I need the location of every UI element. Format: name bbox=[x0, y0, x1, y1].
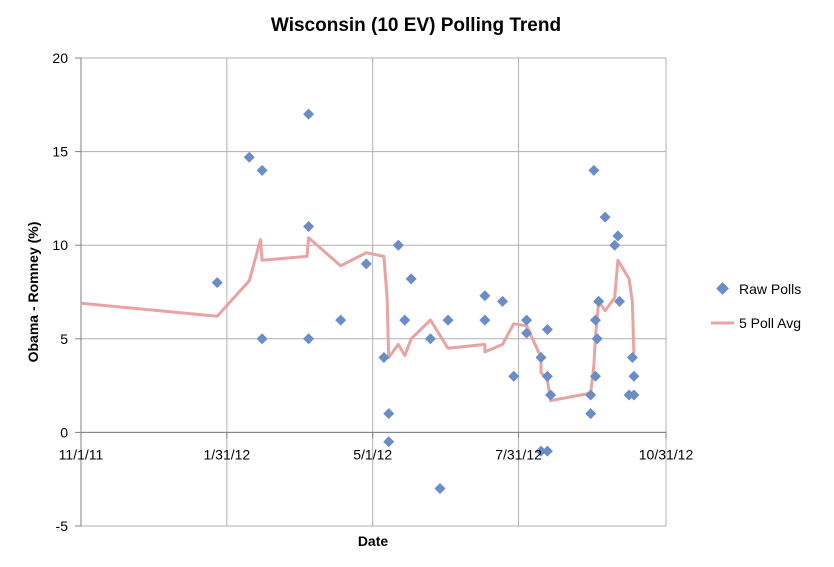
raw-poll-point bbox=[541, 445, 553, 457]
y-tick-label: 0 bbox=[60, 424, 68, 440]
raw-poll-point bbox=[612, 230, 624, 242]
raw-poll-point bbox=[614, 295, 626, 307]
raw-poll-point bbox=[591, 333, 603, 345]
x-tick-label: 7/31/12 bbox=[495, 446, 542, 462]
raw-poll-point bbox=[626, 352, 638, 364]
x-tick-label: 5/1/12 bbox=[353, 446, 392, 462]
raw-poll-point bbox=[585, 408, 597, 420]
raw-poll-point bbox=[628, 389, 640, 401]
raw-poll-point bbox=[303, 220, 315, 232]
axes bbox=[75, 57, 667, 527]
raw-poll-point bbox=[521, 314, 533, 326]
x-tick-label: 1/31/12 bbox=[203, 446, 250, 462]
raw-poll-point bbox=[442, 314, 454, 326]
tick-labels: -5 0 5 10 15 20 11/1/11 1/31/12 5/1/12 7/31/12 10/… bbox=[52, 50, 693, 534]
raw-poll-point bbox=[256, 164, 268, 176]
raw-poll-point bbox=[383, 408, 395, 420]
raw-poll-point bbox=[609, 239, 621, 251]
raw-poll-point bbox=[521, 327, 533, 339]
y-tick-label: 10 bbox=[52, 237, 68, 253]
raw-poll-point bbox=[383, 436, 395, 448]
raw-poll-point bbox=[535, 352, 547, 364]
raw-poll-point bbox=[424, 333, 436, 345]
raw-poll-point bbox=[211, 277, 223, 289]
raw-poll-point bbox=[378, 352, 390, 364]
raw-poll-point bbox=[508, 370, 520, 382]
raw-polls-layer bbox=[211, 108, 640, 495]
raw-poll-point bbox=[479, 290, 491, 302]
y-tick-label: 15 bbox=[52, 144, 68, 160]
raw-poll-point bbox=[628, 370, 640, 382]
raw-poll-point bbox=[593, 295, 605, 307]
raw-poll-point bbox=[303, 333, 315, 345]
raw-poll-point bbox=[541, 370, 553, 382]
raw-poll-point bbox=[399, 314, 411, 326]
raw-poll-point bbox=[585, 389, 597, 401]
raw-poll-point bbox=[589, 370, 601, 382]
raw-poll-point bbox=[243, 151, 255, 163]
y-tick-label: -5 bbox=[56, 518, 69, 534]
chart-title: Wisconsin (10 EV) Polling Trend bbox=[271, 15, 561, 36]
raw-poll-point bbox=[588, 164, 600, 176]
raw-poll-point bbox=[303, 108, 315, 120]
y-axis-title: Obama - Romney (%) bbox=[25, 222, 41, 363]
legend-avg-label: 5 Poll Avg bbox=[739, 315, 801, 331]
raw-poll-point bbox=[405, 273, 417, 285]
raw-poll-point bbox=[535, 445, 547, 457]
raw-poll-point bbox=[545, 389, 557, 401]
raw-poll-point bbox=[360, 258, 372, 270]
raw-poll-point bbox=[335, 314, 347, 326]
y-tick-label: 5 bbox=[60, 331, 68, 347]
legend-raw-polls-label: Raw Polls bbox=[739, 281, 801, 297]
raw-poll-point bbox=[497, 295, 509, 307]
raw-poll-point bbox=[434, 483, 446, 495]
x-axis-title: Date bbox=[358, 533, 389, 549]
y-tick-label: 20 bbox=[52, 50, 68, 66]
raw-poll-point bbox=[541, 323, 553, 335]
raw-poll-point bbox=[256, 333, 268, 345]
raw-poll-point bbox=[392, 239, 404, 251]
raw-poll-point bbox=[479, 314, 491, 326]
legend: Raw Polls 5 Poll Avg bbox=[711, 281, 801, 331]
x-tick-label: 10/31/12 bbox=[639, 446, 694, 462]
raw-poll-point bbox=[589, 314, 601, 326]
raw-poll-point bbox=[599, 211, 611, 223]
x-tick-label: 11/1/11 bbox=[59, 446, 104, 462]
